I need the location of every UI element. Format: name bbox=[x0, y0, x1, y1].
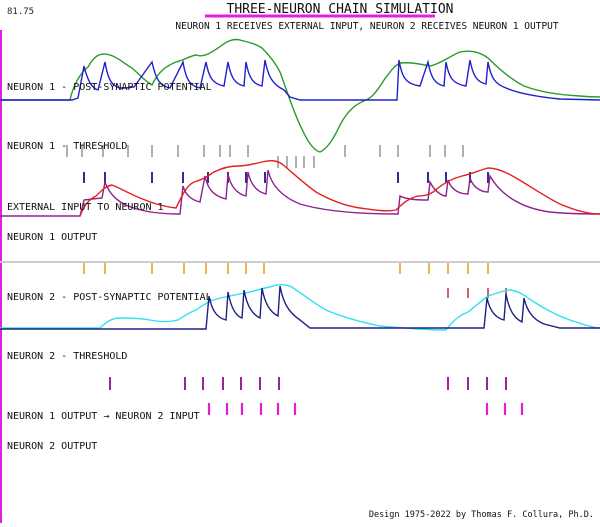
n1-input-ticks bbox=[83, 172, 489, 183]
n1-psp-trace bbox=[0, 38, 600, 153]
footer-credit: Design 1975-2022 by Thomas F. Collura, P… bbox=[369, 510, 594, 520]
n2-threshold-ticks bbox=[109, 377, 507, 390]
label-n2-threshold: NEURON 2 - THRESHOLD bbox=[7, 351, 127, 362]
label-ext-input: EXTERNAL INPUT TO NEURON 1 bbox=[7, 202, 164, 213]
label-n2-psp: NEURON 2 - POST-SYNAPTIC POTENTIAL bbox=[7, 292, 212, 303]
page-title: THREE-NEURON CHAIN SIMULATION bbox=[227, 2, 454, 17]
n1-threshold-ticks bbox=[66, 145, 464, 157]
label-n1-output: NEURON 1 OUTPUT bbox=[7, 232, 97, 243]
ext-input-purple-trace bbox=[0, 169, 600, 217]
label-n1-psp: NEURON 1 - POST-SYNAPTIC POTENTIAL bbox=[7, 82, 212, 93]
n1-to-n2-ticks bbox=[207, 403, 524, 415]
label-n1-to-n2: NEURON 1 OUTPUT → NEURON 2 INPUT bbox=[7, 411, 200, 422]
label-n1-threshold: NEURON 1 - THRESHOLD bbox=[7, 141, 127, 152]
ext-input-red-trace bbox=[79, 159, 600, 217]
n2-psp-cyan-trace bbox=[0, 283, 600, 331]
n1-output-ticks bbox=[83, 263, 489, 274]
frame-counter: 81.75 bbox=[7, 7, 34, 17]
n1-threshold-ticks-low bbox=[277, 156, 315, 168]
page-subtitle: NEURON 1 RECEIVES EXTERNAL INPUT, NEURON… bbox=[175, 21, 558, 32]
n2-spike-trace bbox=[0, 285, 600, 330]
n1-spike-trace bbox=[0, 59, 600, 101]
label-n2-output: NEURON 2 OUTPUT bbox=[7, 441, 97, 452]
